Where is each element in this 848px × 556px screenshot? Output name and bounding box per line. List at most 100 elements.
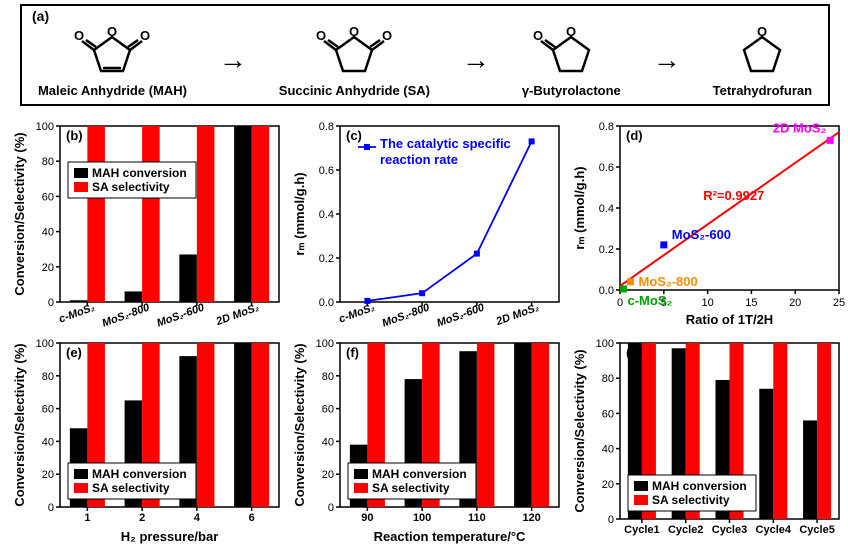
- svg-text:O: O: [757, 24, 767, 39]
- svg-text:4: 4: [194, 512, 201, 524]
- panel-e: 020406080100Conversion/Selectivity (%)12…: [10, 335, 285, 545]
- svg-text:60: 60: [602, 408, 614, 420]
- svg-text:2: 2: [139, 512, 145, 524]
- svg-text:c-MoS₂: c-MoS₂: [628, 293, 673, 308]
- svg-text:O: O: [533, 28, 543, 43]
- svg-text:rₘ (mmol/g.h): rₘ (mmol/g.h): [292, 172, 307, 255]
- svg-text:The catalytic specific: The catalytic specific: [380, 136, 511, 151]
- svg-text:c-MoS₂: c-MoS₂: [337, 302, 376, 326]
- svg-text:0.0: 0.0: [319, 297, 334, 309]
- svg-text:MoS₂-600: MoS₂-600: [435, 301, 486, 328]
- svg-text:60: 60: [42, 191, 54, 203]
- svg-text:0: 0: [48, 297, 54, 309]
- svg-text:25: 25: [833, 297, 845, 309]
- svg-text:reaction rate: reaction rate: [380, 152, 458, 167]
- svg-text:60: 60: [322, 404, 334, 416]
- svg-text:MoS₂-800: MoS₂-800: [381, 301, 432, 328]
- svg-text:10: 10: [701, 297, 713, 309]
- svg-text:Cycle2: Cycle2: [668, 524, 703, 536]
- svg-text:0.6: 0.6: [599, 162, 614, 174]
- structure-mah: O O O: [67, 23, 157, 81]
- svg-text:20: 20: [322, 469, 334, 481]
- svg-text:0: 0: [48, 502, 54, 514]
- svg-text:c-MoS₂: c-MoS₂: [57, 302, 96, 326]
- svg-text:0.8: 0.8: [319, 121, 334, 133]
- mol-label-gbl: γ-Butyrolactone: [522, 83, 621, 98]
- molecule-sa: O O O Succinic Anhydride (SA): [279, 23, 430, 98]
- svg-text:0.6: 0.6: [319, 165, 334, 177]
- svg-text:(g): (g): [626, 345, 643, 360]
- svg-text:Reaction temperature/°C: Reaction temperature/°C: [374, 529, 526, 544]
- svg-text:40: 40: [42, 227, 54, 239]
- svg-text:20: 20: [42, 469, 54, 481]
- panel-a: (a) O O O Maleic Anhydride (MAH) →: [20, 4, 830, 106]
- svg-text:(d): (d): [626, 128, 643, 143]
- svg-text:20: 20: [42, 262, 54, 274]
- panel-b: 020406080100Conversion/Selectivity (%)c-…: [10, 118, 285, 328]
- svg-text:O: O: [382, 28, 392, 43]
- svg-text:SA selectivity: SA selectivity: [652, 493, 730, 507]
- svg-text:O: O: [316, 28, 326, 43]
- arrow-1: →: [219, 44, 247, 76]
- svg-text:40: 40: [322, 436, 334, 448]
- svg-text:0: 0: [608, 514, 614, 526]
- panel-d: 0.00.20.40.60.80510152025rₘ (mmol/g.h)Ra…: [570, 118, 845, 328]
- svg-text:40: 40: [602, 444, 614, 456]
- svg-text:MAH conversion: MAH conversion: [92, 166, 187, 180]
- svg-text:0.4: 0.4: [319, 209, 334, 221]
- reaction-scheme: O O O Maleic Anhydride (MAH) → O O O Suc…: [22, 14, 828, 106]
- svg-text:MoS₂-600: MoS₂-600: [155, 301, 206, 328]
- svg-text:H₂ pressure/bar: H₂ pressure/bar: [121, 529, 219, 544]
- svg-text:R²=0.9927: R²=0.9927: [703, 188, 764, 203]
- mol-label-sa: Succinic Anhydride (SA): [279, 83, 430, 98]
- panel-g: 020406080100Conversion/Selectivity (%)Cy…: [570, 335, 845, 545]
- svg-text:Cycle3: Cycle3: [712, 524, 747, 536]
- panel-f: 020406080100Conversion/Selectivity (%)90…: [290, 335, 565, 545]
- svg-text:100: 100: [36, 121, 54, 133]
- svg-text:6: 6: [249, 512, 255, 524]
- svg-text:O: O: [349, 24, 359, 39]
- svg-text:(f): (f): [346, 345, 359, 360]
- svg-text:O: O: [107, 24, 117, 39]
- svg-text:SA selectivity: SA selectivity: [92, 481, 170, 495]
- svg-text:Cycle5: Cycle5: [799, 524, 834, 536]
- svg-text:0.0: 0.0: [599, 285, 614, 297]
- svg-text:90: 90: [361, 512, 373, 524]
- svg-text:SA selectivity: SA selectivity: [372, 481, 450, 495]
- svg-text:0: 0: [617, 297, 623, 309]
- svg-text:20: 20: [602, 479, 614, 491]
- svg-text:SA selectivity: SA selectivity: [92, 180, 170, 194]
- structure-thf: O: [727, 23, 797, 81]
- svg-text:Cycle1: Cycle1: [624, 524, 659, 536]
- molecule-mah: O O O Maleic Anhydride (MAH): [38, 23, 187, 98]
- svg-text:0.4: 0.4: [599, 203, 614, 215]
- svg-text:MAH conversion: MAH conversion: [92, 467, 187, 481]
- svg-text:1: 1: [84, 512, 90, 524]
- svg-text:0.8: 0.8: [599, 121, 614, 133]
- svg-text:15: 15: [745, 297, 757, 309]
- svg-text:O: O: [140, 28, 150, 43]
- svg-text:40: 40: [42, 436, 54, 448]
- svg-text:MoS₂-600: MoS₂-600: [672, 227, 731, 242]
- svg-text:MoS₂-800: MoS₂-800: [639, 274, 698, 289]
- svg-text:0.2: 0.2: [319, 253, 334, 265]
- svg-text:O: O: [74, 28, 84, 43]
- svg-text:Conversion/Selectivity (%): Conversion/Selectivity (%): [572, 349, 587, 512]
- molecule-gbl: O O γ-Butyrolactone: [522, 23, 621, 98]
- svg-text:120: 120: [522, 512, 540, 524]
- svg-text:2D MoS₂: 2D MoS₂: [494, 302, 541, 328]
- svg-text:Cycle4: Cycle4: [756, 524, 792, 536]
- svg-text:80: 80: [42, 371, 54, 383]
- svg-text:Ratio of 1T/2H: Ratio of 1T/2H: [686, 312, 773, 327]
- arrow-3: →: [653, 44, 681, 76]
- structure-sa: O O O: [309, 23, 399, 81]
- svg-text:(e): (e): [66, 345, 82, 360]
- svg-text:(b): (b): [66, 128, 83, 143]
- svg-text:2D MoS₂: 2D MoS₂: [773, 120, 827, 135]
- svg-text:80: 80: [42, 156, 54, 168]
- svg-text:Conversion/Selectivity (%): Conversion/Selectivity (%): [12, 343, 27, 506]
- arrow-2: →: [462, 44, 490, 76]
- svg-text:100: 100: [316, 338, 334, 350]
- svg-text:MAH conversion: MAH conversion: [652, 479, 747, 493]
- svg-text:0.2: 0.2: [599, 244, 614, 256]
